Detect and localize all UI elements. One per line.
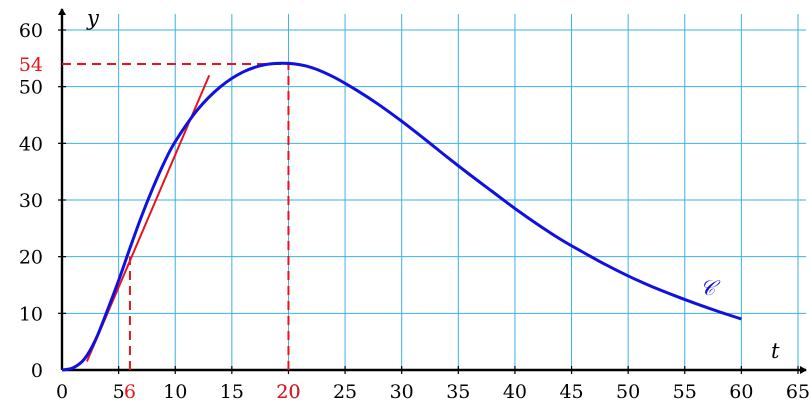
y-tick-label: 30 <box>19 190 43 212</box>
y-tick-label: 0 <box>31 360 43 382</box>
x-highlight-tick-label: 6 <box>124 381 136 403</box>
x-tick-label: 25 <box>333 381 357 403</box>
y-highlight-tick-label: 54 <box>19 54 43 76</box>
x-axis-label: t <box>771 339 780 363</box>
x-tick-label: 30 <box>390 381 414 403</box>
x-tick-label: 55 <box>673 381 697 403</box>
y-tick-label: 60 <box>19 20 43 42</box>
x-tick-label: 60 <box>729 381 753 403</box>
x-tick-label: 50 <box>616 381 640 403</box>
y-tick-label: 10 <box>19 303 43 325</box>
y-tick-label: 20 <box>19 247 43 269</box>
x-tick-label: 10 <box>163 381 187 403</box>
y-axis-label: y <box>86 6 100 30</box>
x-highlight-tick-label: 20 <box>276 381 300 403</box>
x-tick-label: 5 <box>113 381 125 403</box>
x-tick-label: 15 <box>220 381 244 403</box>
grid <box>62 14 806 370</box>
x-tick-label: 0 <box>56 381 68 403</box>
x-tick-label: 35 <box>446 381 470 403</box>
x-tick-label: 20 <box>276 381 300 403</box>
x-tick-label: 40 <box>503 381 527 403</box>
x-tick-label: 45 <box>559 381 583 403</box>
y-tick-label: 40 <box>19 133 43 155</box>
series-layer <box>61 61 742 372</box>
axes <box>58 8 807 374</box>
tick-labels: 0 5 10 15 20 25 30 35 40 45 50 55 60 65 0 10 20 30 40 50 60 6… <box>19 20 810 403</box>
x-tick-label: 65 <box>786 381 810 403</box>
series-curve <box>61 61 742 372</box>
curve-label: 𝒞 <box>700 276 721 300</box>
y-tick-label: 50 <box>19 77 43 99</box>
